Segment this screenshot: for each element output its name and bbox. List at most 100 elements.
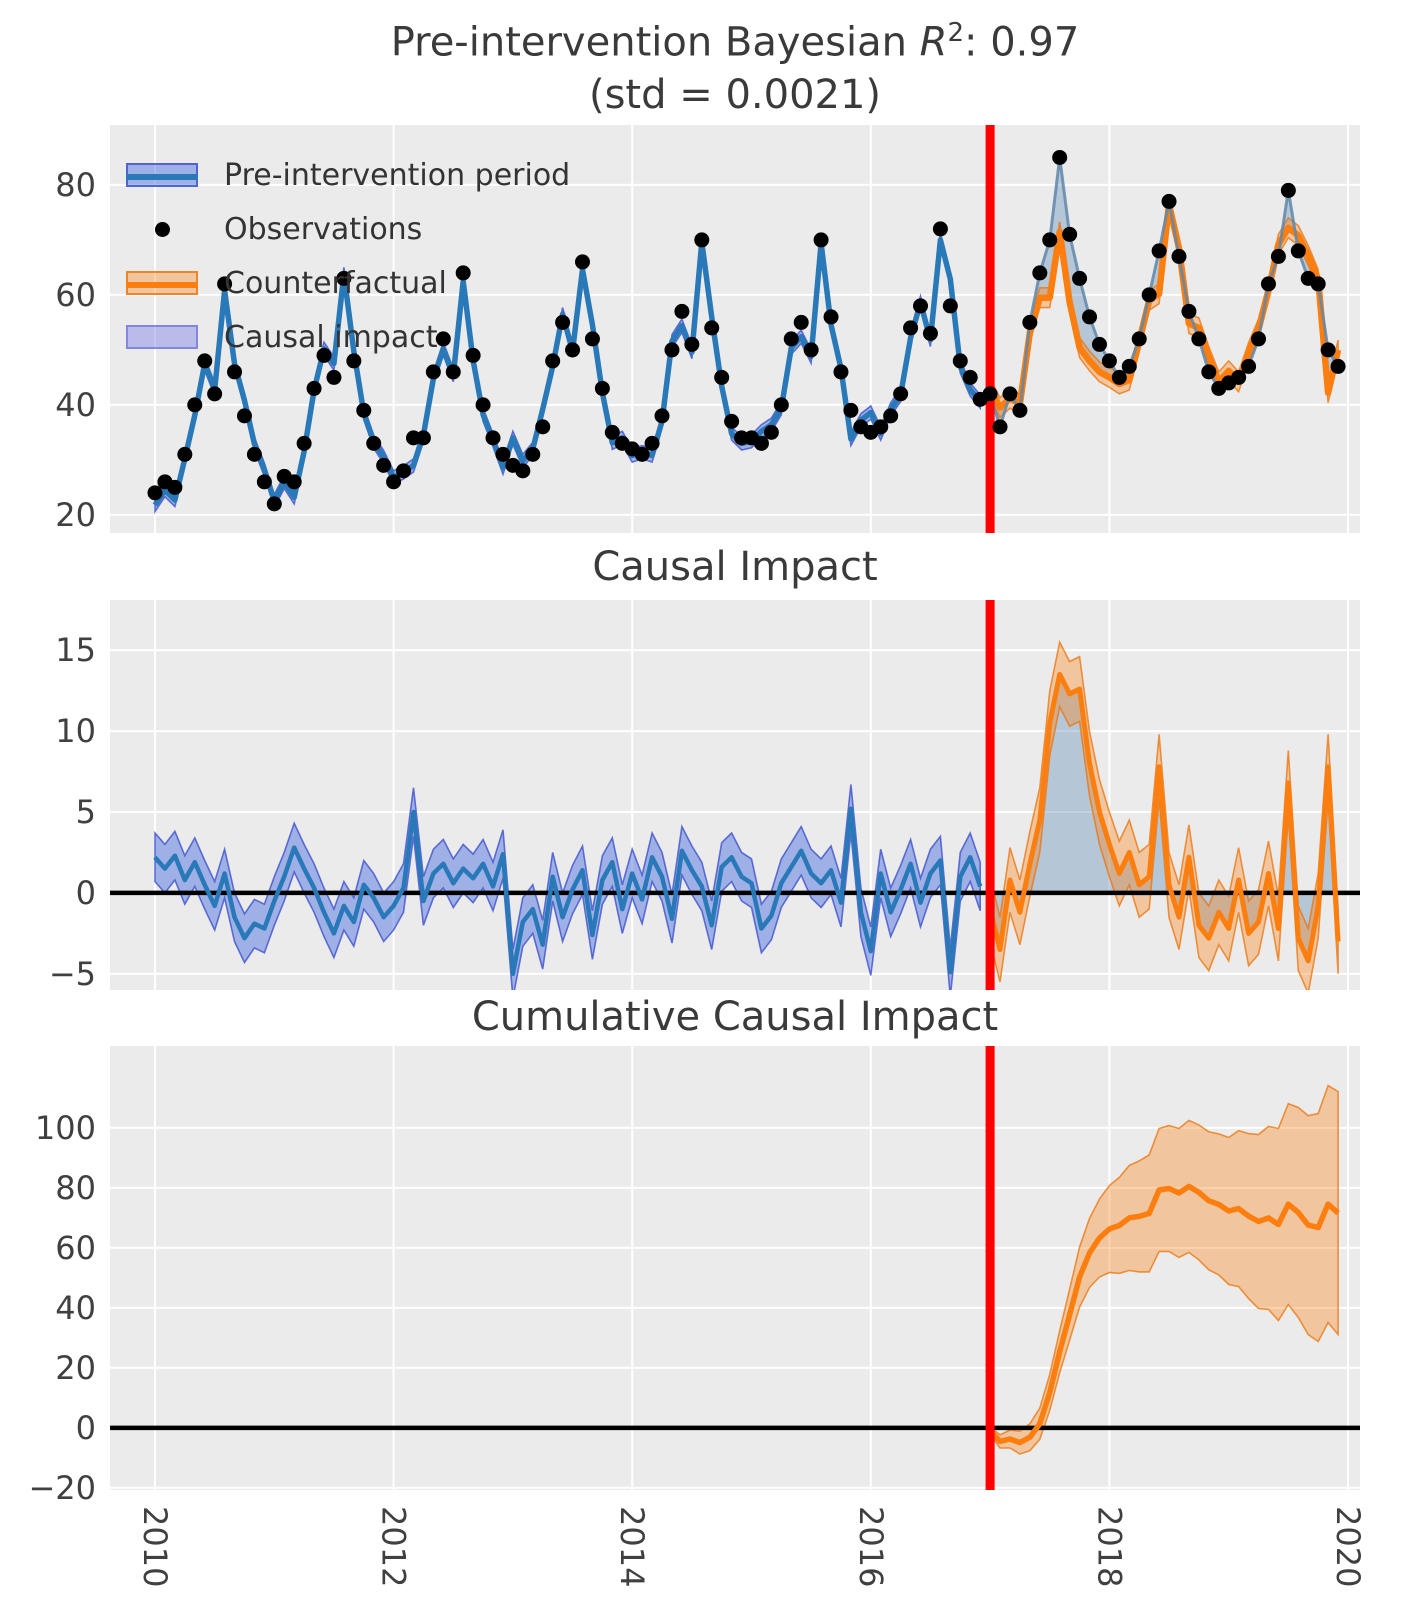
observation-dot (445, 364, 461, 380)
observation-dot (952, 353, 968, 369)
observation-dot (286, 474, 302, 490)
observation-dot (1022, 314, 1038, 330)
legend-label: Observations (224, 211, 423, 247)
observation-dot (813, 232, 829, 248)
observation-dot (565, 342, 581, 358)
observation-dot (893, 386, 909, 402)
observation-dot (296, 435, 312, 451)
observation-dot (803, 342, 819, 358)
observation-dot (1161, 193, 1177, 209)
observation-dot (1241, 358, 1257, 374)
y-tick-label: 5 (75, 792, 96, 831)
observation-dot (1072, 270, 1088, 286)
x-tick-label: 2010 (136, 1506, 174, 1588)
confidence-band (154, 784, 981, 990)
series-line (153, 806, 983, 977)
observation-dot (1042, 232, 1058, 248)
observation-dot (1131, 331, 1147, 347)
observation-dot (197, 353, 213, 369)
observation-dot (187, 397, 203, 413)
legend-label: Counterfactual (224, 265, 447, 301)
causal-impact-fill (990, 674, 1339, 961)
legend: Pre-intervention period Observations Cou… (126, 148, 570, 364)
y-tick-label: 60 (55, 275, 96, 314)
observation-dot (694, 232, 710, 248)
observation-dot (783, 331, 799, 347)
y-tick-label: 20 (55, 495, 96, 534)
observation-dot (1201, 364, 1217, 380)
observation-dot (753, 435, 769, 451)
series-line (152, 237, 983, 507)
observation-dot (167, 479, 183, 495)
causal-impact-patch-swatch (126, 325, 198, 349)
main-title: Pre-intervention Bayesian R2: 0.97 (std … (110, 16, 1360, 122)
observation-dot (922, 325, 938, 341)
observation-dot (833, 364, 849, 380)
observation-dot (435, 331, 451, 347)
series-line (988, 1183, 1340, 1446)
y-tick-label: 0 (75, 1408, 96, 1447)
observation-dot (495, 446, 511, 462)
y-tick-label: 100 (34, 1108, 96, 1147)
x-tick-label: 2020 (1329, 1506, 1367, 1588)
observation-dot (1141, 287, 1157, 303)
observation-dot (1052, 149, 1068, 165)
observation-dot (217, 276, 233, 292)
y-tick-label: 10 (55, 712, 96, 751)
observation-dot (346, 353, 362, 369)
observation-dot (843, 402, 859, 418)
observation-dot (1082, 309, 1098, 325)
y-tick-label: 60 (55, 1228, 96, 1267)
observation-dot (763, 424, 779, 440)
observation-dot (1012, 402, 1028, 418)
observation-dot (654, 408, 670, 424)
observation-dot (515, 463, 531, 479)
panel-title-cumulative-causal-impact: Cumulative Causal Impact (471, 994, 999, 1040)
observation-dot (684, 336, 700, 352)
observation-dot (594, 380, 610, 396)
observation-dot (386, 474, 402, 490)
observation-dot (584, 331, 600, 347)
y-tick-label: 80 (55, 1168, 96, 1207)
observation-dot (396, 463, 412, 479)
pre-intervention-band-swatch (126, 163, 198, 187)
counterfactual-band-swatch (126, 271, 198, 295)
observation-dot (376, 457, 392, 473)
observation-dot (1032, 265, 1048, 281)
y-tick-label: 80 (55, 165, 96, 204)
observation-dot (1260, 276, 1276, 292)
observation-dot (356, 402, 372, 418)
y-tick-label: 20 (55, 1348, 96, 1387)
observation-dot (246, 446, 262, 462)
observation-dot (1330, 358, 1346, 374)
y-tick-label: 40 (55, 1288, 96, 1327)
observation-dot (992, 419, 1008, 435)
legend-item-counterfactual: Counterfactual (126, 256, 570, 310)
observation-dot (1121, 358, 1137, 374)
observation-dot (545, 353, 561, 369)
observation-dot (227, 364, 243, 380)
panel-title-causal-impact: Causal Impact (592, 544, 878, 590)
panel-observations-vs-fit (110, 125, 1360, 533)
observation-dot (1280, 182, 1296, 198)
observation-dot (266, 496, 282, 512)
observation-dot (1111, 369, 1127, 385)
observation-dot (326, 369, 342, 385)
panel-cumulative-causal-impact (110, 1046, 1360, 1490)
observation-dot (1101, 353, 1117, 369)
observation-dot (455, 265, 471, 281)
x-tick-label: 2014 (613, 1506, 652, 1588)
observation-dot (316, 347, 332, 363)
observation-dot (1171, 248, 1187, 264)
observation-dot (1181, 303, 1197, 319)
observation-dot (475, 397, 491, 413)
panel-background (110, 1046, 1360, 1490)
observation-dot (1270, 248, 1286, 264)
observation-dot (256, 474, 272, 490)
observation-dot (306, 380, 322, 396)
x-tick-label: 2018 (1090, 1506, 1129, 1588)
observation-dot (634, 446, 650, 462)
observation-dot (1151, 243, 1167, 259)
observation-dot (604, 424, 620, 440)
